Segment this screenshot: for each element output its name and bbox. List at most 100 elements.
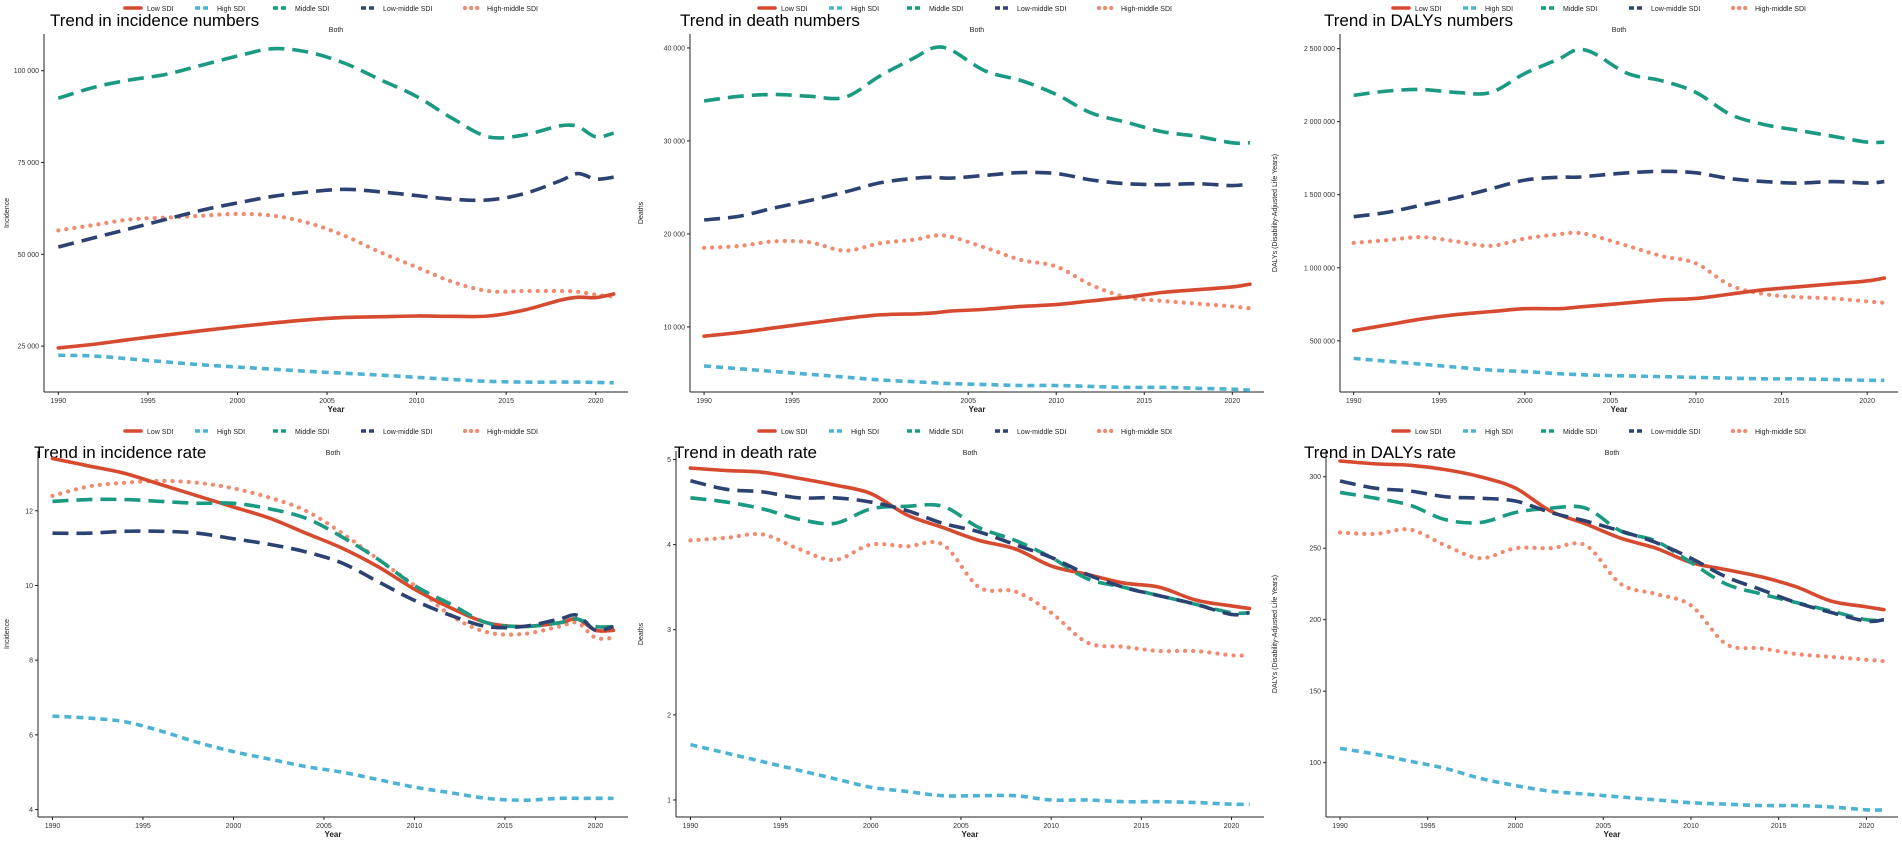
- series-line-low-middle-sdi[interactable]: [1353, 169, 1885, 219]
- x-axis-label: Year: [325, 830, 342, 838]
- series-line-low-middle-sdi[interactable]: [1339, 479, 1885, 624]
- legend-label: High SDI: [1485, 429, 1513, 436]
- legend-label: Low-middle SDI: [383, 6, 432, 13]
- series-line-high-sdi[interactable]: [690, 742, 1250, 807]
- x-tick-label: 2015: [1774, 398, 1790, 405]
- series-line-middle-sdi[interactable]: [690, 496, 1250, 616]
- x-tick-label: 2005: [1595, 823, 1611, 830]
- series-line-high-middle-sdi[interactable]: [688, 531, 1252, 658]
- legend: Low SDI High SDI Middle SDI Low-middle SDI H…: [123, 5, 538, 13]
- x-tick-label: 1990: [51, 398, 67, 405]
- x-tick-label: 2000: [872, 398, 888, 405]
- legend-label: High SDI: [217, 429, 245, 436]
- series-line-low-sdi[interactable]: [50, 456, 616, 633]
- series-line-low-middle-sdi[interactable]: [690, 479, 1250, 617]
- chart-title: Trend in death numbers: [680, 11, 860, 30]
- legend: Low SDI High SDI Middle SDI Low-middle SDI H…: [1391, 428, 1806, 436]
- y-tick-label: 100 000: [14, 68, 39, 75]
- x-axis-label: Year: [962, 830, 979, 838]
- legend-label: Middle SDI: [929, 429, 963, 436]
- series-line-high-middle-sdi[interactable]: [1351, 230, 1887, 305]
- legend: Low SDI High SDI Middle SDI Low-middle SDI H…: [1391, 5, 1806, 13]
- legend-label: High-middle SDI: [487, 429, 538, 436]
- series-line-high-sdi[interactable]: [1353, 356, 1885, 383]
- x-tick-label: 2010: [407, 823, 423, 830]
- series-line-high-middle-sdi[interactable]: [701, 233, 1253, 311]
- x-tick-label: 2010: [1688, 398, 1704, 405]
- legend-label: High SDI: [217, 6, 245, 13]
- y-axis-label: Incidence: [4, 619, 11, 649]
- y-tick-label: 6: [29, 732, 33, 739]
- x-tick-label: 1995: [1431, 398, 1447, 405]
- series-line-low-middle-sdi[interactable]: [52, 529, 615, 633]
- series-line-low-sdi[interactable]: [702, 282, 1252, 339]
- legend-label: Low SDI: [1415, 6, 1442, 13]
- legend-label: Middle SDI: [295, 6, 329, 13]
- legend: Low SDI High SDI Middle SDI Low-middle SDI H…: [757, 428, 1172, 436]
- legend-label: High SDI: [1485, 6, 1513, 13]
- chart-subtitle: Both: [1605, 450, 1620, 457]
- panel-4: Low SDI High SDI Middle SDI Low-middle SDI H…: [4, 428, 628, 839]
- panel-1: Low SDI High SDI Middle SDI Low-middle SDI H…: [4, 5, 628, 414]
- series-line-high-sdi[interactable]: [1339, 746, 1884, 812]
- series-line-middle-sdi[interactable]: [1353, 47, 1885, 145]
- x-tick-label: 2020: [588, 823, 604, 830]
- chart-subtitle: Both: [1612, 27, 1627, 34]
- legend-label: High SDI: [851, 6, 879, 13]
- x-tick-label: 1990: [683, 823, 699, 830]
- series-line-low-middle-sdi[interactable]: [57, 171, 614, 249]
- series-line-middle-sdi[interactable]: [57, 46, 615, 140]
- panel-3: Low SDI High SDI Middle SDI Low-middle SDI H…: [1272, 5, 1898, 414]
- y-tick-label: 4: [667, 542, 671, 549]
- y-tick-label: 1 500 000: [1304, 192, 1335, 199]
- series-line-high-middle-sdi[interactable]: [56, 211, 616, 299]
- x-tick-label: 2010: [1043, 823, 1059, 830]
- x-tick-label: 2005: [316, 823, 332, 830]
- series-line-low-sdi[interactable]: [56, 292, 616, 350]
- x-tick-label: 2015: [1134, 823, 1150, 830]
- series-line-high-sdi[interactable]: [703, 364, 1251, 392]
- x-tick-label: 1990: [45, 823, 61, 830]
- y-tick-label: 25 000: [18, 344, 40, 351]
- panel-5: Low SDI High SDI Middle SDI Low-middle SDI H…: [638, 428, 1264, 839]
- y-tick-label: 1: [667, 797, 671, 804]
- legend: Low SDI High SDI Middle SDI Low-middle SDI H…: [757, 5, 1172, 13]
- series-line-middle-sdi[interactable]: [703, 45, 1250, 146]
- series-line-low-sdi[interactable]: [688, 466, 1252, 611]
- x-tick-label: 1995: [784, 398, 800, 405]
- series-line-middle-sdi[interactable]: [1339, 490, 1885, 623]
- series-line-high-sdi[interactable]: [58, 353, 614, 385]
- y-tick-label: 150: [1309, 689, 1321, 696]
- y-tick-label: 8: [29, 658, 33, 665]
- y-axis-label: Incidence: [4, 198, 11, 228]
- legend-label: Low SDI: [1415, 429, 1442, 436]
- y-tick-label: 30 000: [664, 138, 686, 145]
- panel-2: Low SDI High SDI Middle SDI Low-middle SDI H…: [638, 5, 1264, 414]
- x-tick-label: 1990: [1346, 398, 1362, 405]
- series-line-high-middle-sdi[interactable]: [1337, 527, 1887, 664]
- legend: Low SDI High SDI Middle SDI Low-middle SDI H…: [123, 428, 538, 436]
- legend-label: High SDI: [851, 429, 879, 436]
- series-line-high-middle-sdi[interactable]: [50, 478, 616, 641]
- x-axis-label: Year: [328, 405, 345, 414]
- x-tick-label: 2015: [1136, 398, 1152, 405]
- y-tick-label: 4: [29, 807, 33, 814]
- x-tick-label: 2000: [1517, 398, 1533, 405]
- chart-subtitle: Both: [329, 27, 344, 34]
- series-line-high-sdi[interactable]: [52, 714, 614, 802]
- x-tick-label: 1990: [1332, 823, 1348, 830]
- y-tick-label: 2 500 000: [1304, 46, 1335, 53]
- x-axis-label: Year: [1604, 830, 1621, 838]
- y-tick-label: 200: [1309, 617, 1321, 624]
- x-tick-label: 2015: [497, 823, 513, 830]
- y-tick-label: 1 000 000: [1304, 265, 1335, 272]
- legend-label: Low SDI: [147, 429, 174, 436]
- y-axis-label: Deaths: [638, 622, 645, 645]
- legend-label: Low SDI: [781, 429, 808, 436]
- series-line-low-sdi[interactable]: [1351, 276, 1887, 333]
- y-tick-label: 10 000: [664, 324, 686, 331]
- series-line-low-sdi[interactable]: [1338, 459, 1886, 612]
- y-tick-label: 40 000: [664, 45, 686, 52]
- series-line-low-middle-sdi[interactable]: [703, 170, 1251, 222]
- series-line-middle-sdi[interactable]: [52, 497, 614, 629]
